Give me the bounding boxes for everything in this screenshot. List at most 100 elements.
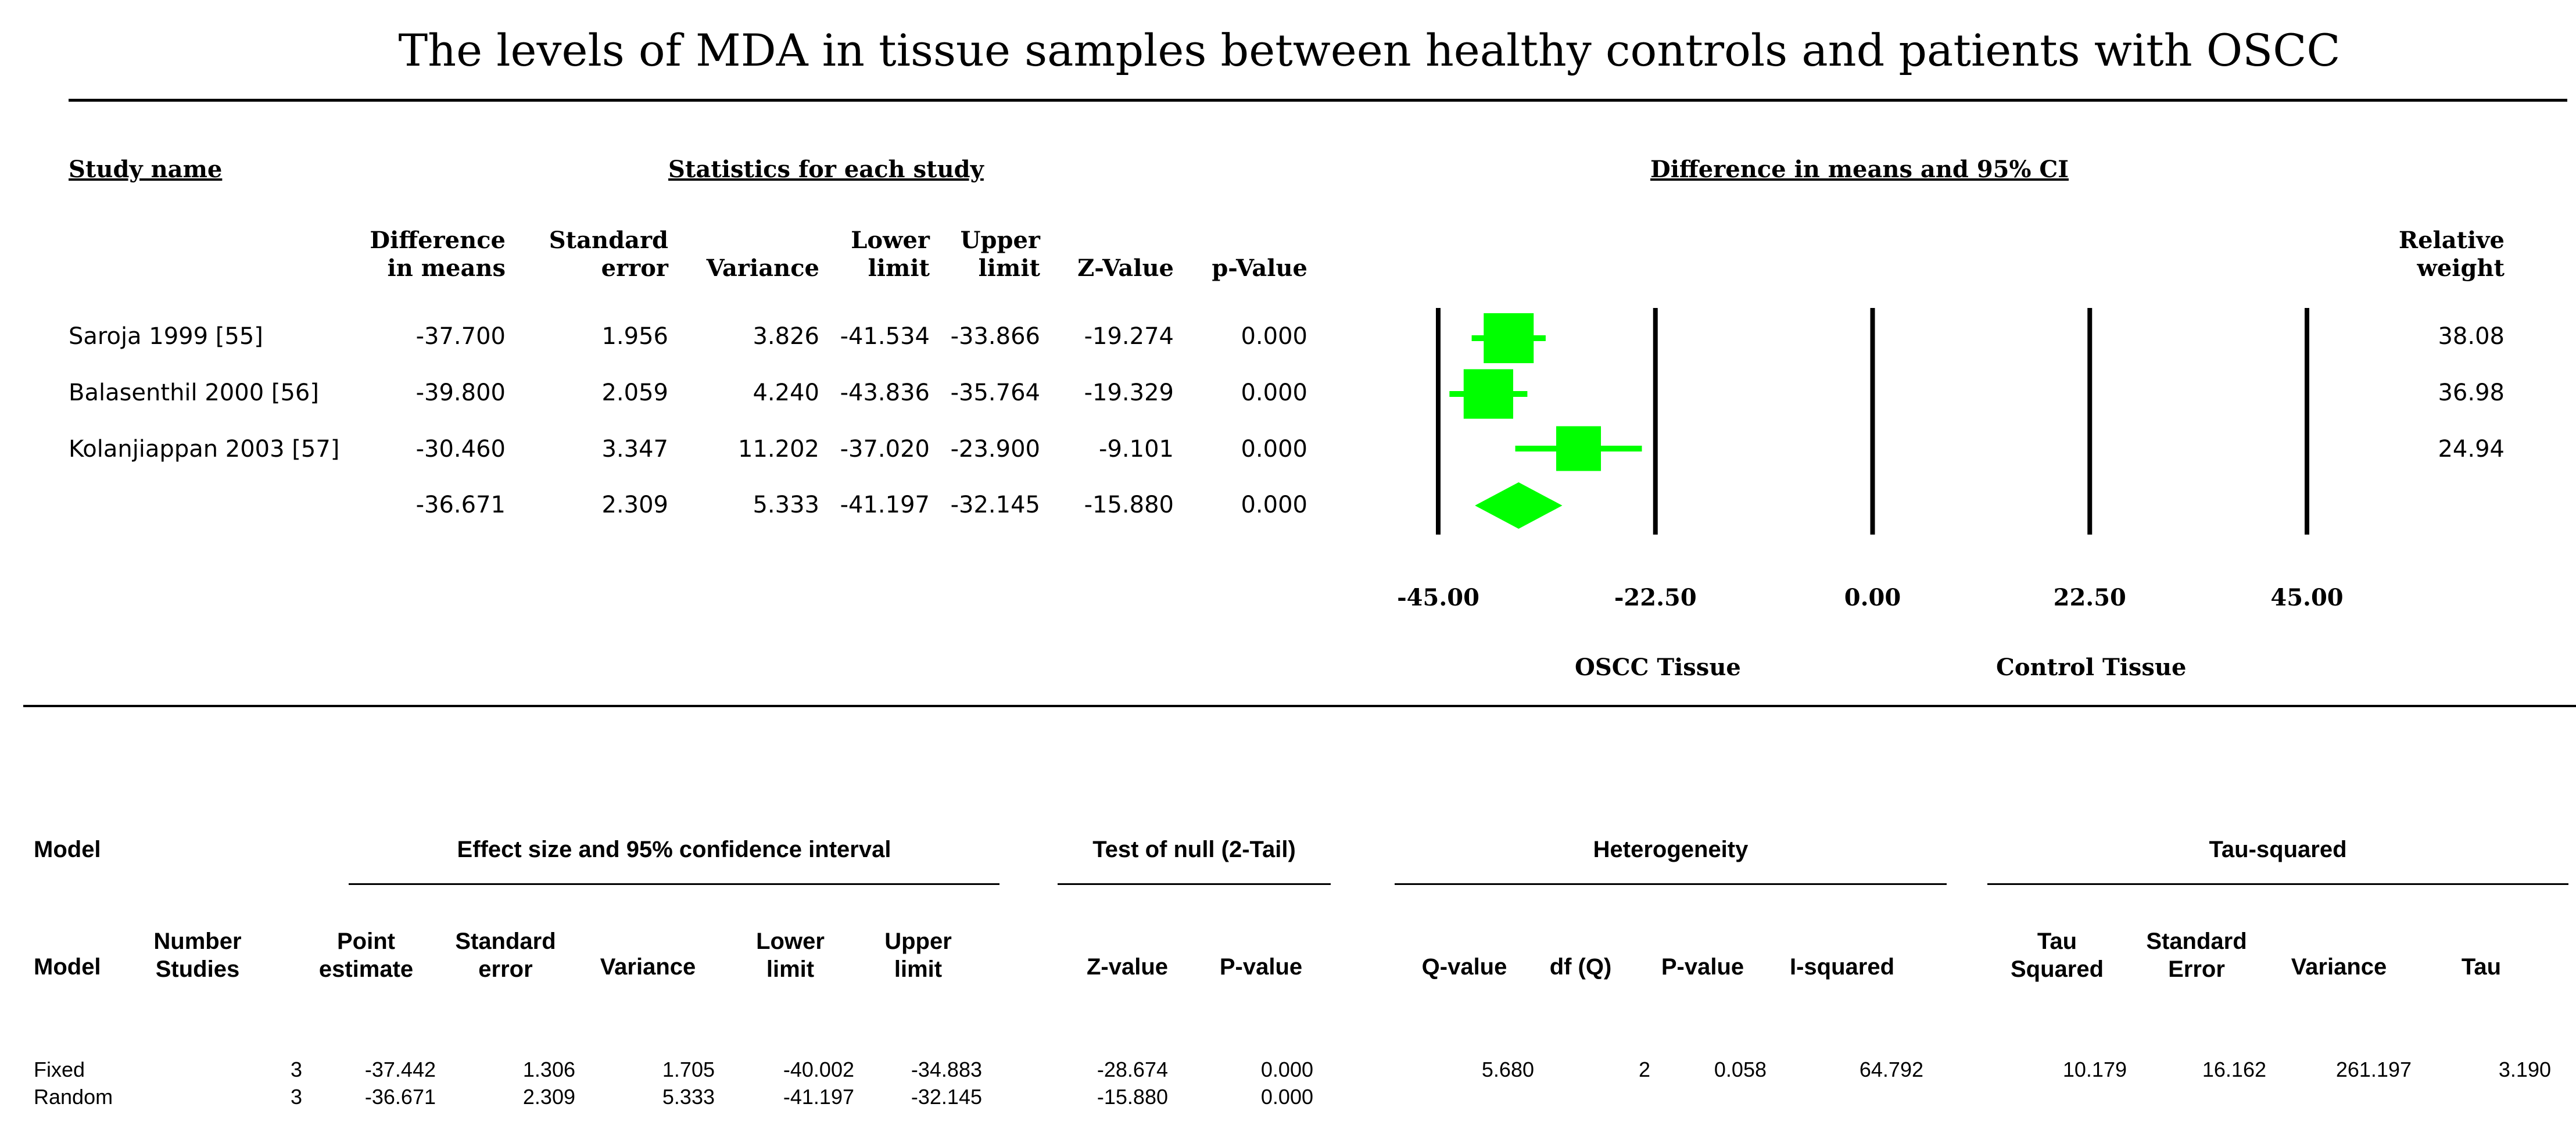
plot-header: Difference in means and 95% CI [1650,156,2069,183]
bcol-lower: Lower limit [756,929,825,982]
weight-value: 36.98 [2438,379,2505,406]
p-value: 0.000 [1241,492,1307,518]
study-name-header: Study name [69,156,223,183]
title-rule [69,99,2567,102]
upper-limit: -32.145 [911,1085,982,1109]
group-rule-het [1395,883,1947,885]
study-name: Balasenthil 2000 [56] [69,379,319,406]
bcol-upper: Upper limit [884,929,952,982]
axis-left-label: OSCC Tissue [1575,654,1741,681]
group-effect: Effect size and 95% confidence interval [457,837,891,862]
p-value: 0.000 [1241,323,1307,350]
point-estimate: -36.671 [364,1085,436,1109]
variance-value: 4.240 [753,379,819,406]
group-het: Heterogeneity [1593,837,1749,862]
lower-value: -37.020 [840,436,930,463]
group-model: Model [34,837,101,862]
q-value: 5.680 [1481,1058,1534,1081]
variance: 1.705 [662,1058,715,1081]
variance-value: 5.333 [753,492,819,518]
bcol-tvar: Variance [2291,954,2387,980]
se-value: 1.956 [601,323,668,350]
tick-label-4: 45.00 [2270,584,2343,611]
tau-se: 16.162 [2202,1058,2266,1081]
upper-value: -23.900 [950,436,1040,463]
group-rule-effect [349,883,999,885]
standard-error: 2.309 [522,1085,575,1109]
group-tau: Tau-squared [2209,837,2347,862]
upper-value: -32.145 [950,492,1040,518]
z-value: -15.880 [1084,492,1174,518]
p-value: 0.000 [1241,436,1307,463]
weight-value: 38.08 [2438,323,2505,350]
model-name: Fixed [34,1058,85,1081]
model-name: Random [34,1085,113,1109]
se-value: 2.059 [601,379,668,406]
diff-value: -36.671 [415,492,506,518]
diff-value: -30.460 [415,436,506,463]
bcol-hp: P-value [1661,954,1744,980]
upper-value: -33.866 [950,323,1040,350]
upper-limit: -34.883 [911,1058,982,1081]
lower-value: -41.534 [840,323,930,350]
group-rule-tau [1987,883,2568,885]
tau: 3.190 [2498,1058,2551,1081]
diff-value: -39.800 [415,379,506,406]
lower-value: -43.836 [840,379,930,406]
bcol-i2: I-squared [1789,954,1895,980]
col-lower-header: Lower limit [851,227,930,282]
bcol-variance: Variance [600,954,696,980]
point-estimate: -37.442 [364,1058,436,1081]
standard-error: 1.306 [522,1058,575,1081]
tau-variance: 261.197 [2335,1058,2412,1081]
p-value: 0.000 [1260,1058,1313,1081]
se-value: 2.309 [601,492,668,518]
weight-square [1484,313,1534,363]
bcol-point: Point estimate [318,929,414,982]
variance-value: 11.202 [738,436,819,463]
variance-value: 3.826 [753,323,819,350]
tick-label-1: -22.50 [1614,584,1697,611]
group-rule-null [1058,883,1331,885]
section-divider [23,705,2576,707]
p-value: 0.000 [1260,1085,1313,1109]
chart-title: The levels of MDA in tissue samples betw… [398,24,2341,76]
upper-value: -35.764 [950,379,1040,406]
i-squared: 64.792 [1859,1058,1923,1081]
n-studies: 3 [290,1058,302,1081]
bcol-se: Standard error [455,929,556,982]
se-value: 3.347 [601,436,668,463]
diff-value: -37.700 [415,323,506,350]
lower-value: -41.197 [840,492,930,518]
weight-square [1556,426,1602,471]
col-z-header: Z-Value [1077,255,1174,282]
weight-value: 24.94 [2438,436,2505,463]
z-value: -28.674 [1097,1058,1168,1081]
bcol-z: Z-value [1086,954,1169,980]
bcol-tau: Tau [2461,954,2502,980]
bcol-model: Model [34,954,101,980]
het-p-value: 0.058 [1714,1058,1767,1081]
lower-limit: -41.197 [783,1085,854,1109]
bcol-tse: Standard Error [2146,929,2247,982]
n-studies: 3 [290,1085,302,1109]
p-value: 0.000 [1241,379,1307,406]
forest-plot: -45.00 -22.50 0.00 22.50 45.00 [1397,308,2344,611]
bcol-q: Q-value [1421,954,1507,980]
z-value: -9.101 [1099,436,1174,463]
study-name: Saroja 1999 [55] [69,323,263,350]
bcol-df: df (Q) [1549,954,1612,980]
col-weight-header: Relative weight [2398,227,2505,282]
tick-label-2: 0.00 [1844,584,1901,611]
variance: 5.333 [662,1085,715,1109]
lower-limit: -40.002 [783,1058,854,1081]
bcol-p: P-value [1219,954,1303,980]
group-null: Test of null (2-Tail) [1092,837,1296,862]
bcol-number: Number Studies [153,929,242,982]
summary-diamond [1475,482,1563,529]
col-upper-header: Upper limit [960,227,1040,282]
z-value: -19.274 [1084,323,1174,350]
z-value: -15.880 [1097,1085,1168,1109]
tick-label-3: 22.50 [2054,584,2126,611]
col-se-header: Standard error [549,227,668,282]
